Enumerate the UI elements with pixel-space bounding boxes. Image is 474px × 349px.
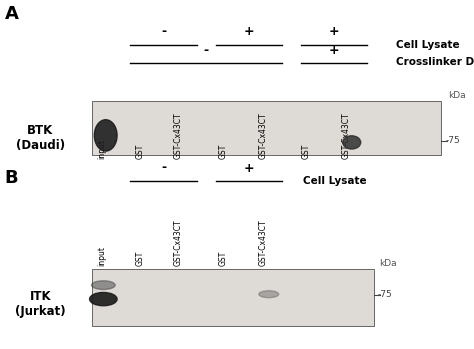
Text: -75: -75 <box>446 136 460 145</box>
Text: +: + <box>329 25 339 38</box>
Text: GST-Cx43CT: GST-Cx43CT <box>259 112 267 159</box>
Text: GST: GST <box>136 143 144 159</box>
Text: -: - <box>161 25 166 38</box>
Text: GST: GST <box>301 143 310 159</box>
Text: A: A <box>5 5 18 23</box>
Ellipse shape <box>343 136 361 149</box>
Ellipse shape <box>94 120 117 151</box>
Text: Cell Lysate: Cell Lysate <box>303 176 367 186</box>
Text: GST: GST <box>219 251 227 266</box>
Text: kDa: kDa <box>379 259 397 268</box>
Text: GST: GST <box>219 143 227 159</box>
Text: Crosslinker DTSSP: Crosslinker DTSSP <box>396 57 474 67</box>
Text: input: input <box>98 246 106 266</box>
Text: -75: -75 <box>377 290 392 299</box>
Text: BTK
(Daudi): BTK (Daudi) <box>16 124 65 152</box>
Text: GST-Cx43CT: GST-Cx43CT <box>173 112 182 159</box>
Text: +: + <box>244 25 254 38</box>
Text: +: + <box>244 162 254 174</box>
Text: GST-Cx43CT: GST-Cx43CT <box>259 219 267 266</box>
Text: B: B <box>5 169 18 187</box>
Ellipse shape <box>259 291 279 298</box>
Ellipse shape <box>91 281 115 290</box>
Text: ITK
(Jurkat): ITK (Jurkat) <box>15 290 65 318</box>
Bar <box>92 101 441 155</box>
Text: +: + <box>329 44 339 57</box>
Text: -: - <box>204 44 209 57</box>
Text: -: - <box>161 162 166 174</box>
Text: GST: GST <box>136 251 144 266</box>
Text: Cell Lysate: Cell Lysate <box>396 40 459 50</box>
Text: input: input <box>98 139 106 159</box>
Ellipse shape <box>90 292 117 306</box>
Text: kDa: kDa <box>448 91 465 101</box>
Bar <box>92 269 374 326</box>
Text: GST-Cx43CT: GST-Cx43CT <box>342 112 350 159</box>
Text: GST-Cx43CT: GST-Cx43CT <box>173 219 182 266</box>
